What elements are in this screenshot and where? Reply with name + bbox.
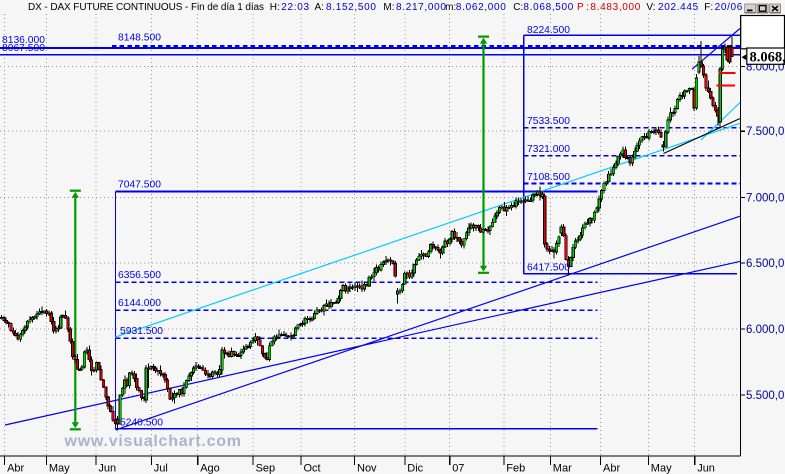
svg-text:8224.500: 8224.500 <box>527 25 570 36</box>
svg-text:8148.500: 8148.500 <box>118 33 161 44</box>
svg-text:5.500,0: 5.500,0 <box>746 390 784 402</box>
svg-text:Feb: Feb <box>506 463 525 474</box>
svg-text:Nov: Nov <box>357 463 377 474</box>
svg-text:6356.500: 6356.500 <box>118 270 161 281</box>
svg-text:6.000,0: 6.000,0 <box>746 324 784 336</box>
svg-text:Mar: Mar <box>553 463 572 474</box>
svg-text:8067.500: 8067.500 <box>2 43 45 54</box>
svg-text:7.500,0: 7.500,0 <box>746 126 784 138</box>
svg-text:Jun: Jun <box>98 463 116 474</box>
svg-text:Abr: Abr <box>603 463 620 474</box>
svg-text:07: 07 <box>452 463 464 474</box>
svg-text:6.500,0: 6.500,0 <box>746 258 784 270</box>
svg-text:5240.500: 5240.500 <box>120 417 163 428</box>
svg-text:5931.500: 5931.500 <box>120 326 163 337</box>
svg-text:Abr: Abr <box>7 463 24 474</box>
svg-text:Sep: Sep <box>256 463 276 474</box>
svg-text:7321.000: 7321.000 <box>527 144 570 155</box>
svg-text:7.000,0: 7.000,0 <box>746 192 784 204</box>
svg-text:Ago: Ago <box>200 463 220 474</box>
svg-text:Jun: Jun <box>697 463 715 474</box>
svg-text:Jul: Jul <box>154 463 168 474</box>
svg-text:Oct: Oct <box>304 463 321 474</box>
svg-text:6417.500: 6417.500 <box>527 263 570 274</box>
svg-text:May: May <box>651 463 672 474</box>
svg-text:May: May <box>49 463 70 474</box>
svg-text:8136.000: 8136.000 <box>2 35 45 46</box>
svg-text:www.visualchart.com: www.visualchart.com <box>64 433 242 450</box>
svg-text:7047.500: 7047.500 <box>118 180 161 191</box>
svg-text:8.068,: 8.068, <box>750 49 785 65</box>
svg-text:7108.500: 7108.500 <box>527 172 570 183</box>
svg-text:6144.000: 6144.000 <box>118 298 161 309</box>
svg-text:Dic: Dic <box>407 463 423 474</box>
svg-text:7533.500: 7533.500 <box>527 116 570 127</box>
